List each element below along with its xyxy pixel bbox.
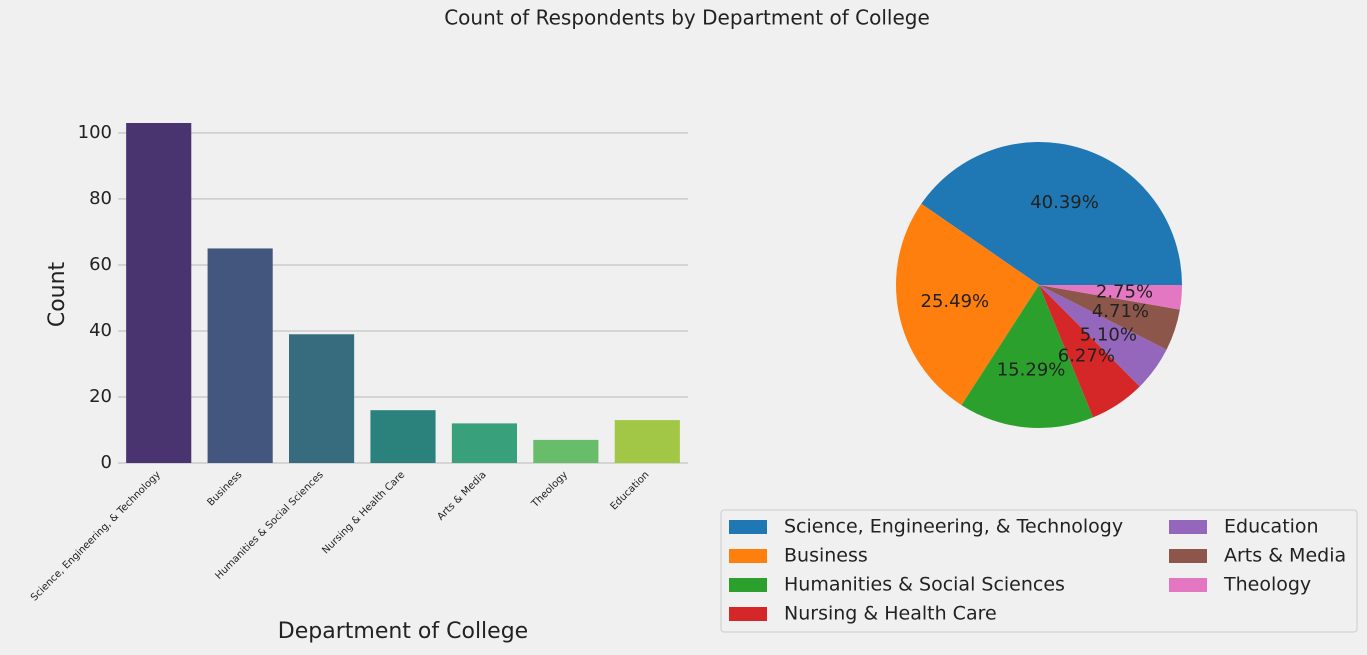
y-axis-label: Count (45, 261, 70, 327)
legend-label: Arts & Media (1224, 545, 1346, 567)
legend-swatch (1169, 520, 1207, 534)
pie-slice (961, 285, 1094, 428)
pie-slice (921, 142, 1182, 285)
pie-value-label: 2.75% (1096, 281, 1153, 302)
bar (533, 439, 599, 463)
legend-swatch (729, 578, 767, 592)
pie-slice (1039, 285, 1182, 310)
figure-title: Count of Respondents by Department of Co… (444, 6, 930, 30)
pie-value-label: 6.27% (1058, 346, 1115, 367)
pie-value-label: 40.39% (1030, 192, 1099, 213)
bar (207, 248, 273, 463)
pie-slice (1039, 285, 1140, 418)
bar (289, 334, 355, 463)
pie-value-label: 4.71% (1092, 301, 1149, 322)
pie-value-label: 25.49% (921, 291, 990, 312)
y-tick-label: 0 (101, 452, 112, 473)
pie-slice (1039, 285, 1167, 387)
bar (451, 423, 517, 463)
legend-label: Nursing & Health Care (784, 603, 997, 625)
legend-label: Education (1224, 516, 1319, 538)
legend-swatch (1169, 578, 1207, 592)
legend-label: Humanities & Social Sciences (784, 574, 1065, 596)
bar (370, 410, 436, 463)
legend-swatch (1169, 549, 1207, 563)
bar (614, 420, 680, 463)
legend-label: Science, Engineering, & Technology (784, 516, 1123, 538)
y-tick-label: 80 (89, 188, 112, 209)
pie-slice (1039, 285, 1180, 350)
x-axis-label: Department of College (278, 619, 528, 644)
pie-value-label: 5.10% (1080, 324, 1137, 345)
legend-box (720, 509, 1358, 633)
pie-value-label: 15.29% (997, 359, 1066, 380)
legend-label: Business (784, 545, 868, 567)
pie-slice (896, 203, 1039, 406)
y-tick-label: 20 (89, 386, 112, 407)
y-tick-label: 60 (89, 254, 112, 275)
legend-swatch (729, 607, 767, 621)
y-tick-label: 100 (78, 122, 112, 143)
legend-swatch (729, 549, 767, 563)
y-tick-label: 40 (89, 320, 112, 341)
legend-swatch (729, 520, 767, 534)
bar (126, 123, 192, 463)
legend-label: Theology (1223, 574, 1311, 596)
